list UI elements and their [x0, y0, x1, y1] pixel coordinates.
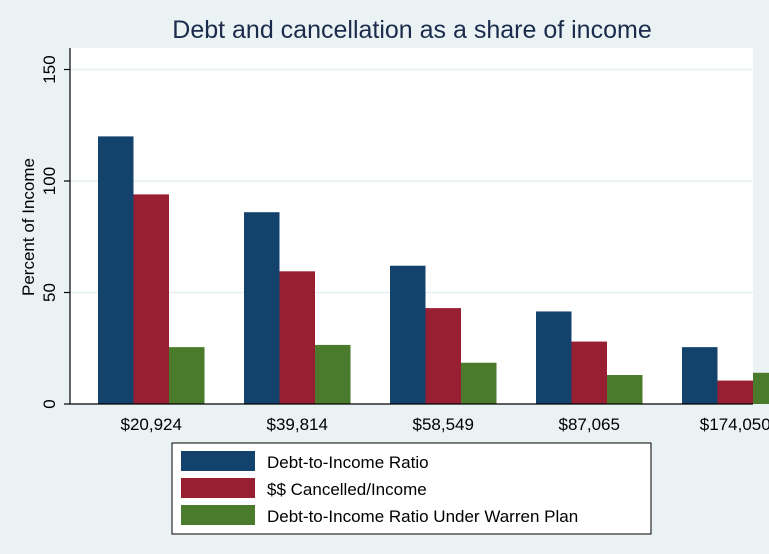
bar — [536, 311, 572, 404]
legend: Debt-to-Income Ratio $$ Cancelled/Income D… — [171, 442, 652, 535]
y-tick-label: 0 — [40, 399, 59, 408]
bar — [169, 347, 205, 404]
bar — [133, 194, 169, 404]
legend-label: Debt-to-Income Ratio Under Warren Plan — [267, 507, 578, 526]
bar — [244, 212, 280, 404]
x-tick-label: $20,924 — [121, 415, 182, 434]
y-tick-label: 100 — [40, 167, 59, 195]
y-tick-label: 150 — [40, 55, 59, 83]
legend-label: Debt-to-Income Ratio — [267, 453, 429, 472]
bar — [279, 271, 315, 404]
bar — [425, 308, 461, 404]
bar — [682, 347, 718, 404]
bar — [607, 375, 643, 404]
bar — [390, 265, 426, 404]
chart-title: Debt and cancellation as a share of inco… — [172, 16, 651, 44]
x-tick-label: $58,549 — [413, 415, 474, 434]
x-tick-label: $87,065 — [559, 415, 620, 434]
bar — [571, 341, 607, 404]
bar — [753, 372, 769, 404]
y-axis-ticks: 0 50 100 150 — [40, 55, 70, 409]
y-tick-label: 50 — [40, 283, 59, 302]
x-tick-label: $39,814 — [267, 415, 328, 434]
legend-swatch — [181, 478, 255, 498]
bar — [461, 362, 497, 404]
x-tick-label: $174,050 — [700, 415, 769, 434]
bars — [98, 136, 769, 404]
legend-swatch — [181, 505, 255, 525]
bar — [717, 380, 753, 404]
bar — [315, 344, 351, 404]
y-axis-label: Percent of Income — [19, 158, 38, 296]
x-axis-ticks: $20,924 $39,814 $58,549 $87,065 $174,050 — [121, 415, 769, 434]
legend-label: $$ Cancelled/Income — [267, 480, 427, 499]
bar — [98, 136, 134, 404]
legend-swatch — [181, 451, 255, 471]
